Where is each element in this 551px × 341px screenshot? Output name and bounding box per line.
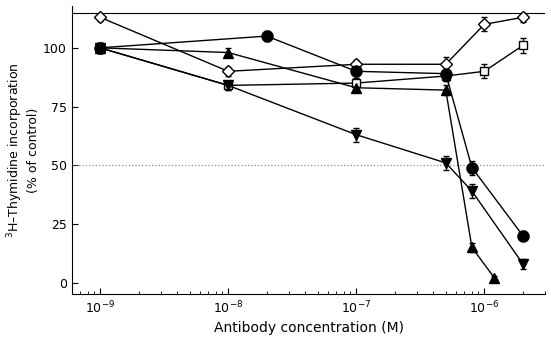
Y-axis label: $^3$H–Thymidine incorporation
(% of control): $^3$H–Thymidine incorporation (% of cont…	[6, 62, 40, 238]
X-axis label: Antibody concentration (M): Antibody concentration (M)	[214, 322, 403, 336]
